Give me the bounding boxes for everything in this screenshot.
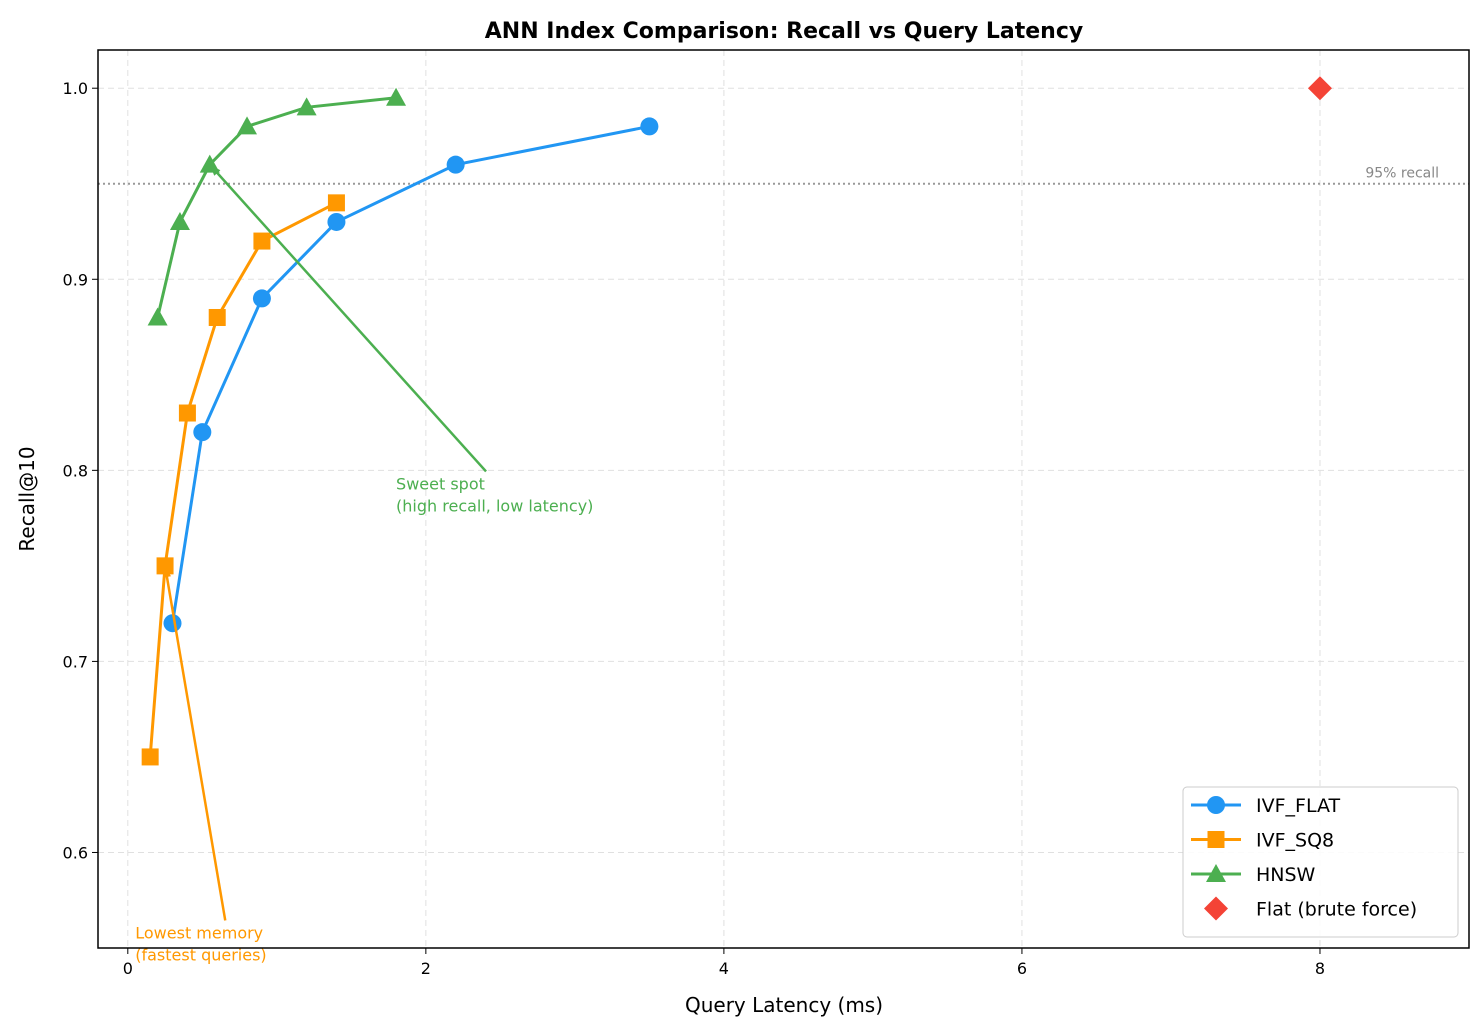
marker [252,289,271,308]
marker [253,232,271,250]
marker [193,423,212,442]
series-line [156,96,397,318]
legend-label: IVF_SQ8 [1256,830,1334,852]
x-axis-label: Query Latency (ms) [685,993,883,1017]
legend-marker [1207,831,1225,848]
annotation-text: Sweet spot [396,474,485,493]
reference-label: 95% recall [1365,166,1439,182]
marker [446,155,465,174]
legend-label: IVF_FLAT [1256,795,1341,817]
annotation-arrowhead [162,565,172,578]
plot-frame [97,49,1470,949]
legend-label: HNSW [1256,864,1316,886]
y-tick-label: 1.0 [63,79,88,98]
x-tick-label: 6 [1017,959,1027,978]
x-tick-label: 0 [123,959,133,978]
marker [178,404,196,422]
y-tick-label: 0.8 [63,461,88,480]
marker [327,212,346,231]
y-tick-label: 0.7 [63,652,88,671]
annotation-text: (high recall, low latency) [396,496,593,515]
series-line [171,124,650,624]
annotation-arrow [163,565,227,921]
marker [327,194,345,212]
marker [208,308,226,326]
legend-label: Flat (brute force) [1256,899,1417,921]
annotation-arrow [208,163,487,473]
annotation-arrowhead [209,164,221,176]
marker [163,614,182,633]
marker [237,116,258,135]
legend-box [1182,786,1459,938]
chart-title: ANN Index Comparison: Recall vs Query La… [485,19,1083,44]
x-tick-label: 2 [421,959,431,978]
legend-marker [1206,864,1226,882]
legend-marker [1204,896,1228,921]
marker [296,97,317,116]
x-tick-label: 4 [719,959,729,978]
y-tick-label: 0.9 [63,270,88,289]
y-tick-label: 0.6 [63,843,88,862]
marker [141,748,159,766]
marker [386,87,407,106]
x-tick-label: 8 [1315,959,1325,978]
annotation-text: (fastest queries) [135,945,266,964]
marker [147,307,168,326]
marker [640,117,659,136]
marker [1307,76,1332,101]
legend-marker [1207,796,1225,814]
y-axis-label: Recall@10 [15,446,39,551]
annotation-text: Lowest memory [135,923,263,942]
marker [169,211,190,230]
